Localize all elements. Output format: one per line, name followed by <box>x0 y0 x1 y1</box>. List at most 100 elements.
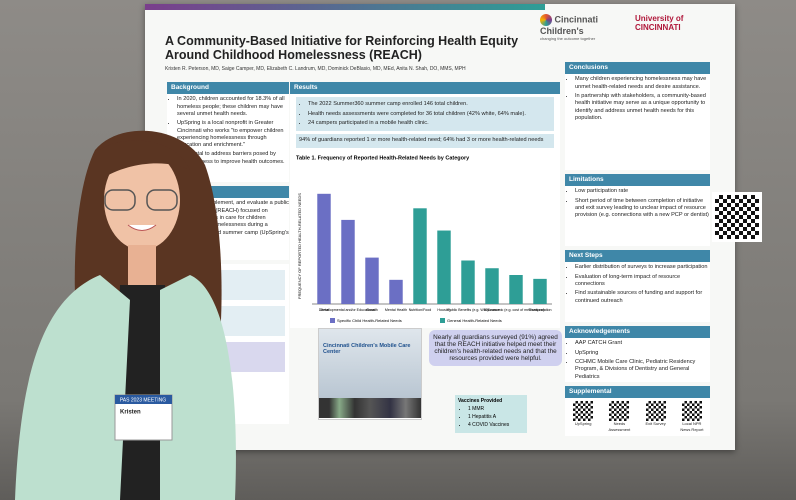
logo-left: Cincinnati Children's changing the outco… <box>540 14 620 41</box>
callout: Nearly all guardians surveyed (91%) agre… <box>429 330 562 366</box>
bar <box>485 268 499 304</box>
bullet: UpSpring <box>575 350 710 357</box>
chart-title: Table 1. Frequency of Reported Health-Re… <box>296 155 470 161</box>
logo-tagline: changing the outcome together <box>540 36 596 41</box>
next-steps-section: Next StepsEarlier distribution of survey… <box>565 250 710 322</box>
logo-right: University of CINCINNATI <box>635 14 684 32</box>
bar <box>365 257 379 304</box>
section-heading: Acknowledgements <box>565 326 710 339</box>
poster-authors: Kristen R. Peterson, MD, Saige Camper, M… <box>165 66 466 72</box>
qr-label: Local NPR News Report <box>680 421 704 432</box>
bullet-list: In 2020, children accounted for 18.3% of… <box>167 96 289 165</box>
bullet: UpSpring is a local nonprofit in Greater… <box>177 120 289 149</box>
bullet-list: Low participation rate Short period of ti… <box>565 188 710 219</box>
x-tick-label: Transportation <box>528 308 551 312</box>
qr-label: Needs Assessment <box>608 421 631 432</box>
section-heading: Results <box>290 82 560 95</box>
qr-item: Exit Survey <box>642 401 670 431</box>
vaccines-heading: Vaccines Provided <box>458 398 503 404</box>
qr-item: UpSpring <box>569 401 597 431</box>
legend-label: General Health-Related Needs <box>447 318 502 323</box>
x-tick-label: Developmental and/or Educational <box>321 308 376 312</box>
x-tick-label: Nutrition/Food <box>409 308 432 312</box>
neck <box>128 245 156 285</box>
qr-code <box>681 401 702 422</box>
qr-label: Exit Survey <box>645 421 666 427</box>
conclusions-section: ConclusionsMany children experiencing ho… <box>565 62 710 170</box>
bar-chart: Table 1. Frequency of Reported Health-Re… <box>290 152 560 328</box>
badge-event: PAS 2023 MEETING <box>120 397 166 403</box>
glasses-left <box>104 189 136 211</box>
poster: A Community-Based Initiative for Reinfor… <box>145 4 735 450</box>
x-tick-label: Dental <box>319 308 330 312</box>
bullet: It is pivotal to address barriers posed … <box>177 151 289 166</box>
bar <box>437 230 451 304</box>
bullet-list: AAP CATCH Grant UpSpring CCHMC Mobile Care… <box>565 340 710 380</box>
bar <box>341 219 355 304</box>
legend-swatch <box>330 318 335 323</box>
bullet: Health needs assessments were completed … <box>308 111 552 118</box>
photo-caption: Cincinnati Children's Mobile Care Center <box>319 329 421 398</box>
badge-name: Kristen <box>120 410 141 416</box>
bar <box>317 193 331 304</box>
bar <box>509 275 523 304</box>
x-tick-label: Insurance <box>484 308 500 312</box>
legend-label: Specific Child Health-Related Needs <box>337 318 402 323</box>
bullet: Low participation rate <box>575 188 710 195</box>
cardigan <box>15 275 236 500</box>
x-tick-label: Public Benefits (e.g. WIC) <box>447 308 488 312</box>
qr-code <box>573 401 594 422</box>
x-tick-label: Growth <box>366 308 378 312</box>
fringe <box>100 140 190 180</box>
section-heading: Limitations <box>565 174 710 187</box>
limitations-section: LimitationsLow participation rate Short p… <box>565 174 710 246</box>
bullet: Short period of time between completion … <box>575 198 710 220</box>
vaccines-box: Vaccines Provided 1 MMR 1 Hepatitis A 4 COV… <box>455 395 527 433</box>
bullet: In 2020, children accounted for 18.3% of… <box>177 96 289 118</box>
glasses-right <box>146 189 178 211</box>
bullet: Earlier distribution of surveys to incre… <box>575 264 710 271</box>
bullet: Evaluation of long-term impact of resour… <box>575 274 710 289</box>
section-heading: Background <box>167 82 289 95</box>
clinic-photo: Cincinnati Children's Mobile Care Center <box>318 328 422 420</box>
poster-stripe <box>145 4 545 10</box>
section-heading: Supplemental <box>565 386 710 399</box>
bullet-list: 1 MMR 1 Hepatitis A 4 COVID Vaccines <box>458 406 524 428</box>
legend-swatch <box>440 318 445 323</box>
y-axis-label: FREQUENCY OF REPORTED HEALTH-RELATED NEE… <box>297 193 302 299</box>
bullet: In partnership with stakeholders, a comm… <box>575 93 710 122</box>
bar <box>461 260 475 304</box>
logo-left-text: Cincinnati Children's <box>540 14 599 36</box>
qr-code <box>609 401 630 422</box>
poster-title: A Community-Based Initiative for Reinfor… <box>165 34 519 63</box>
bullet: 1 MMR <box>468 406 524 412</box>
bullet-list: The 2022 Summer360 summer camp enrolled … <box>298 101 552 127</box>
bar <box>533 278 547 304</box>
face <box>104 150 180 250</box>
bullet: AAP CATCH Grant <box>575 340 710 347</box>
section-heading: Conclusions <box>565 62 710 75</box>
wall-qr-code <box>712 192 762 242</box>
bullet: CCHMC Mobile Care Clinic, Pediatric Resi… <box>575 359 710 381</box>
bullet: Find sustainable sources of funding and … <box>575 290 710 305</box>
acknowledgements-section: AcknowledgementsAAP CATCH Grant UpSpring C… <box>565 326 710 382</box>
qr-item: Needs Assessment <box>605 401 633 432</box>
bar <box>389 279 403 304</box>
badge-band <box>115 395 172 404</box>
section-heading: Next Steps <box>565 250 710 263</box>
bullet: Many children experiencing homelessness … <box>575 76 710 91</box>
bullet: 1 Hepatitis A <box>468 414 524 420</box>
qr-label: UpSpring <box>574 421 592 427</box>
bullet: 4 COVID Vaccines <box>468 422 524 428</box>
bullet-list: Many children experiencing homelessness … <box>565 76 710 122</box>
bar <box>413 208 427 304</box>
x-tick-label: Economic (e.g. cost of medications) <box>488 308 545 312</box>
bullet: The 2022 Summer360 summer camp enrolled … <box>308 101 552 108</box>
results-highlight: 94% of guardians reported 1 or more heal… <box>296 134 554 148</box>
smile <box>127 224 157 231</box>
bullet-list: Earlier distribution of surveys to incre… <box>565 264 710 304</box>
qr-code <box>645 401 666 422</box>
qr-item: Local NPR News Report <box>678 401 706 432</box>
